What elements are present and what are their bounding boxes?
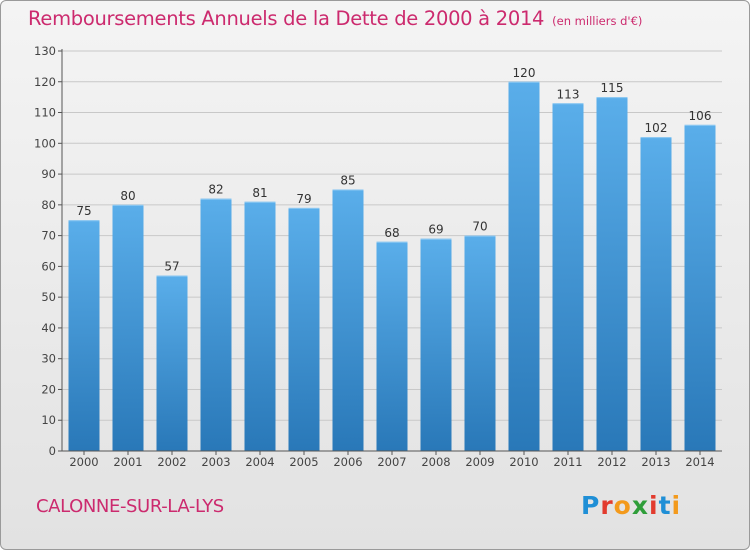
- value-label: 115: [601, 81, 624, 95]
- bar-2000: [68, 220, 100, 451]
- y-tick-label: 70: [41, 229, 56, 243]
- y-tick-label: 110: [34, 106, 56, 120]
- chart-title: Remboursements Annuels de la Dette de 20…: [28, 7, 545, 30]
- value-label: 69: [428, 223, 443, 237]
- y-tick-label: 100: [34, 136, 56, 150]
- y-tick-label: 90: [41, 167, 56, 181]
- logo-letter: x: [631, 491, 649, 520]
- x-tick-label: 2013: [641, 455, 670, 469]
- value-label: 70: [472, 220, 487, 234]
- bar-2007: [376, 241, 408, 451]
- bar-2010: [508, 81, 540, 452]
- x-tick-label: 2001: [113, 455, 142, 469]
- x-tick-label: 2004: [245, 455, 274, 469]
- x-tick-label: 2014: [685, 455, 714, 469]
- y-tick-label: 120: [34, 75, 56, 89]
- x-tick-label: 2008: [421, 455, 450, 469]
- y-tick-label: 20: [41, 382, 56, 396]
- bar-2014: [684, 124, 716, 451]
- bar-2003: [200, 198, 232, 451]
- value-label: 120: [513, 66, 536, 80]
- x-tick-label: 2006: [333, 455, 362, 469]
- logo-letter: P: [581, 491, 601, 520]
- y-tick-label: 50: [41, 290, 56, 304]
- x-tick-label: 2012: [597, 455, 626, 469]
- value-label: 113: [557, 87, 580, 101]
- x-tick-label: 2003: [201, 455, 230, 469]
- value-label: 106: [689, 109, 712, 123]
- bar-2011: [552, 103, 584, 452]
- value-label: 81: [252, 186, 267, 200]
- bar-2001: [112, 204, 144, 451]
- y-tick-label: 40: [41, 321, 56, 335]
- y-tick-label: 0: [49, 444, 56, 458]
- bar-2005: [288, 207, 320, 451]
- y-tick-label: 10: [41, 413, 56, 427]
- value-label: 57: [164, 260, 179, 274]
- x-tick-label: 2002: [157, 455, 186, 469]
- value-labels: 75 80 57 82 81 79 85 68 69 70 120 113 115 102 106: [76, 66, 711, 274]
- value-label: 85: [340, 173, 355, 187]
- proxiti-logo[interactable]: Proxiti: [581, 491, 681, 520]
- x-tick-label: 2005: [289, 455, 318, 469]
- bars: [68, 81, 716, 452]
- x-tick-labels: 2000 2001 2002 2003 2004 2005 2006 2007 2008 2009…: [69, 455, 714, 469]
- x-tick-label: 2007: [377, 455, 406, 469]
- value-label: 82: [208, 183, 223, 197]
- logo-letter: i: [671, 491, 682, 520]
- value-label: 75: [76, 204, 91, 218]
- bar-2006: [332, 189, 364, 451]
- y-tick-label: 80: [41, 198, 56, 212]
- bar-2002: [156, 275, 188, 451]
- x-tick-label: 2011: [553, 455, 582, 469]
- value-label: 79: [296, 192, 311, 206]
- value-label: 102: [645, 121, 668, 135]
- y-tick-label: 130: [34, 44, 56, 58]
- axes: [58, 49, 722, 455]
- bar-2009: [464, 235, 496, 451]
- bar-2004: [244, 201, 276, 451]
- chart-unit: (en milliers d'€): [552, 14, 643, 28]
- logo-letter: t: [658, 491, 672, 520]
- chart-title-block: Remboursements Annuels de la Dette de 20…: [28, 7, 642, 30]
- bar-2008: [420, 238, 452, 451]
- logo-letter: o: [613, 491, 632, 520]
- x-tick-label: 2000: [69, 455, 98, 469]
- y-tick-label: 60: [41, 259, 56, 273]
- y-tick-label: 30: [41, 352, 56, 366]
- logo-letter: i: [649, 491, 659, 520]
- y-tick-labels: 0 10 20 30 40 50 60 70 80 90 100 110 120 130: [34, 44, 56, 458]
- bar-2013: [640, 137, 672, 451]
- logo-letter: r: [600, 491, 614, 520]
- commune-name: CALONNE-SUR-LA-LYS: [36, 496, 224, 517]
- value-label: 68: [384, 226, 399, 240]
- x-tick-label: 2009: [465, 455, 494, 469]
- value-label: 80: [120, 189, 135, 203]
- x-tick-label: 2010: [509, 455, 538, 469]
- bar-2012: [596, 97, 628, 452]
